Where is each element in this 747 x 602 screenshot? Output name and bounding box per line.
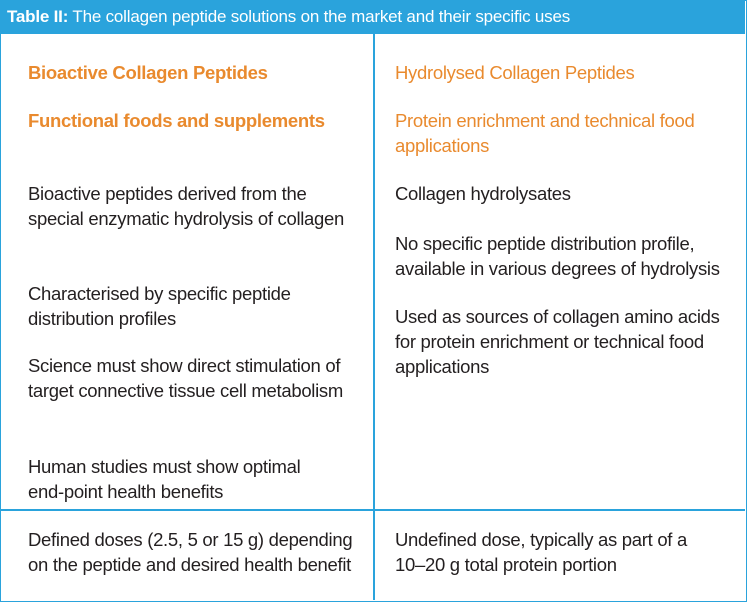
- left-heading: Bioactive Collagen Peptides: [28, 62, 268, 83]
- left-point-3: Science must show direct stimulation of …: [28, 355, 343, 401]
- left-point-4: Human studies must show optimal end-poin…: [28, 456, 301, 502]
- column-divider-bottom: [373, 511, 375, 600]
- right-subheading: Protein enrichment and technical food ap…: [395, 110, 695, 156]
- left-dose: Defined doses (2.5, 5 or 15 g) depending…: [28, 529, 353, 575]
- left-subheading: Functional foods and supplements: [28, 110, 325, 131]
- right-heading: Hydrolysed Collagen Peptides: [395, 62, 635, 83]
- table-caption-text: The collagen peptide solutions on the ma…: [68, 7, 571, 26]
- right-point-1: Collagen hydrolysates: [395, 183, 571, 204]
- column-divider: [373, 34, 375, 510]
- table-caption-label: Table II:: [7, 7, 69, 26]
- table-caption: Table II: The collagen peptide solutions…: [0, 0, 745, 34]
- left-point-1: Bioactive peptides derived from the spec…: [28, 183, 345, 229]
- left-point-2: Characterised by specific peptide distri…: [28, 283, 291, 329]
- right-point-3: Used as sources of collagen amino acids …: [395, 306, 720, 377]
- row-divider: [0, 509, 745, 511]
- right-point-2: No specific peptide distribution profile…: [395, 233, 720, 279]
- right-dose: Undefined dose, typically as part of a 1…: [395, 529, 687, 575]
